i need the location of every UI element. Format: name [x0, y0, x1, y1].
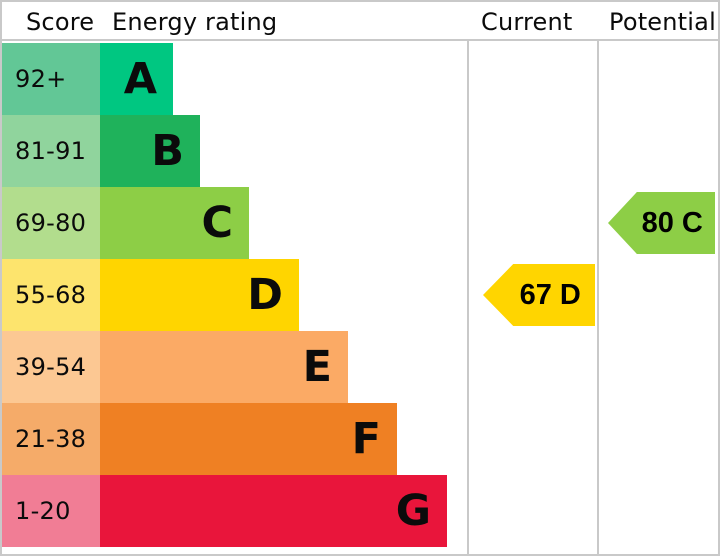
rating-bar-g: G: [100, 475, 447, 547]
score-range-d: 55-68: [2, 259, 100, 331]
potential-rating-label: 80 C: [641, 206, 703, 239]
grade-letter-g: G: [395, 485, 431, 536]
score-range-g: 1-20: [2, 475, 100, 547]
rating-bar-d: D: [100, 259, 299, 331]
header-potential: Potential: [609, 8, 716, 36]
grade-letter-e: E: [302, 341, 332, 392]
rating-row-a: 92+ A: [2, 43, 467, 115]
header-energy-rating: Energy rating: [112, 8, 278, 36]
rating-bar-a: A: [100, 43, 173, 115]
grid-line-current-divider: [467, 2, 469, 554]
rating-row-e: 39-54 E: [2, 331, 467, 403]
rating-row-c: 69-80 C: [2, 187, 467, 259]
grid-line-potential-divider: [597, 2, 599, 554]
header-score: Score: [26, 8, 95, 36]
rating-bar-e: E: [100, 331, 348, 403]
rating-rows: 92+ A 81-91 B 69-80 C 55-68 D 39-54 E 21-38 F 1-20 G: [2, 43, 467, 547]
score-range-f: 21-38: [2, 403, 100, 475]
rating-bar-f: F: [100, 403, 397, 475]
rating-row-g: 1-20 G: [2, 475, 467, 547]
grade-letter-b: B: [151, 125, 184, 176]
score-range-e: 39-54: [2, 331, 100, 403]
current-rating-label: 67 D: [519, 278, 581, 311]
potential-rating-arrow: 80 C: [608, 192, 715, 254]
grade-letter-d: D: [247, 269, 283, 320]
rating-bar-b: B: [100, 115, 200, 187]
rating-row-b: 81-91 B: [2, 115, 467, 187]
grade-letter-f: F: [351, 413, 381, 464]
rating-bar-c: C: [100, 187, 249, 259]
score-range-c: 69-80: [2, 187, 100, 259]
current-rating-arrow: 67 D: [483, 264, 595, 326]
score-range-a: 92+: [2, 43, 100, 115]
chart-header: Score Energy rating Current Potential: [2, 2, 718, 41]
rating-row-d: 55-68 D: [2, 259, 467, 331]
score-range-b: 81-91: [2, 115, 100, 187]
header-current: Current: [481, 8, 573, 36]
grade-letter-c: C: [201, 197, 233, 248]
rating-row-f: 21-38 F: [2, 403, 467, 475]
grade-letter-a: A: [123, 53, 157, 104]
